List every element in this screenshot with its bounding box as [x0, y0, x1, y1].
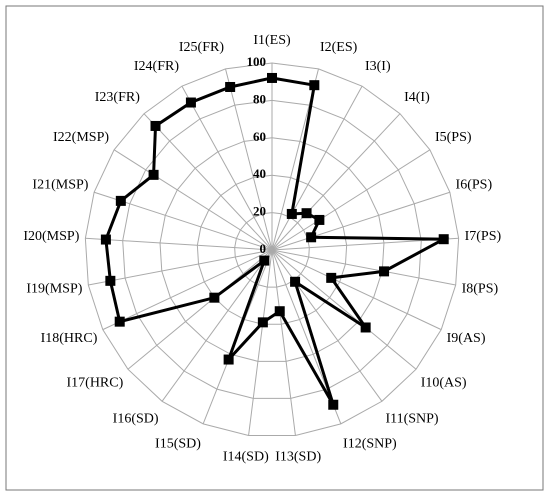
category-label: I5(PS) — [435, 130, 472, 145]
data-point — [259, 255, 270, 266]
data-point — [114, 316, 125, 327]
category-label: I12(SNP) — [343, 437, 397, 452]
data-point — [328, 399, 339, 410]
spoke — [271, 249, 417, 370]
spoke — [161, 249, 273, 402]
category-label: I22(MSP) — [53, 130, 109, 145]
grid-ring — [159, 137, 385, 362]
data-point — [274, 306, 285, 317]
spoke — [271, 249, 383, 402]
data-point — [286, 208, 297, 219]
category-label: I25(FR) — [179, 40, 224, 55]
spoke — [271, 249, 442, 331]
y-tick-label: 60 — [253, 129, 266, 144]
spoke — [113, 149, 273, 251]
category-label: I10(AS) — [421, 375, 467, 390]
y-tick-label: 100 — [247, 54, 267, 69]
category-label: I8(PS) — [462, 281, 499, 296]
category-label: I6(PS) — [456, 178, 493, 193]
data-point — [379, 266, 390, 277]
spoke — [88, 249, 273, 286]
grid-ring — [196, 174, 348, 325]
category-label: I4(I) — [404, 90, 430, 105]
category-label: I20(MSP) — [23, 229, 79, 244]
category-label: I17(HRC) — [67, 375, 124, 390]
spoke — [271, 249, 296, 436]
spoke — [85, 237, 273, 251]
category-label: I11(SNP) — [385, 411, 438, 426]
grid-ring — [234, 212, 310, 288]
category-label: I19(MSP) — [26, 281, 82, 296]
category-label: I21(MSP) — [32, 178, 88, 193]
data-point — [314, 214, 325, 225]
category-label: I15(SD) — [155, 437, 201, 452]
spoke — [143, 113, 273, 251]
data-point — [115, 195, 126, 206]
category-label: I23(FR) — [95, 90, 140, 105]
data-point — [438, 234, 449, 245]
y-tick-label: 40 — [253, 166, 266, 181]
category-label: I18(HRC) — [41, 331, 98, 346]
data-point — [267, 72, 277, 83]
category-label: I14(SD) — [223, 450, 269, 465]
data-point — [225, 81, 236, 92]
frame — [5, 5, 544, 491]
spoke — [271, 191, 451, 251]
data-point — [185, 97, 196, 108]
spoke — [271, 249, 456, 286]
data-point — [301, 208, 312, 219]
data-point — [326, 272, 337, 283]
data-point — [105, 275, 116, 286]
data-point — [257, 317, 268, 328]
data-point — [150, 120, 161, 131]
y-tick-label: 20 — [253, 204, 266, 219]
category-label: I2(ES) — [320, 40, 358, 55]
data-point — [309, 80, 320, 91]
spoke — [271, 85, 363, 251]
data-point — [360, 322, 371, 333]
spoke — [181, 85, 273, 251]
category-label: I16(SD) — [113, 411, 159, 426]
category-label: I24(FR) — [134, 59, 179, 74]
spoke — [102, 249, 273, 331]
data-point — [209, 292, 220, 303]
category-label: I13(SD) — [275, 450, 321, 465]
grid-ring — [84, 62, 460, 437]
spoke — [127, 249, 273, 370]
category-label: I3(I) — [365, 59, 391, 74]
data-point — [306, 232, 317, 243]
category-label: I1(ES) — [253, 33, 291, 48]
data-point — [223, 354, 234, 365]
data-point — [148, 169, 159, 180]
y-tick-label: 0 — [260, 241, 267, 256]
grid-ring — [122, 99, 422, 399]
y-tick-label: 80 — [253, 91, 266, 106]
category-label: I9(AS) — [447, 331, 486, 346]
spoke — [271, 149, 431, 251]
spoke — [225, 68, 273, 251]
data-point — [100, 234, 111, 245]
spoke — [248, 249, 273, 436]
category-label: I7(PS) — [465, 229, 502, 244]
spoke — [271, 113, 401, 251]
data-point — [290, 276, 301, 287]
